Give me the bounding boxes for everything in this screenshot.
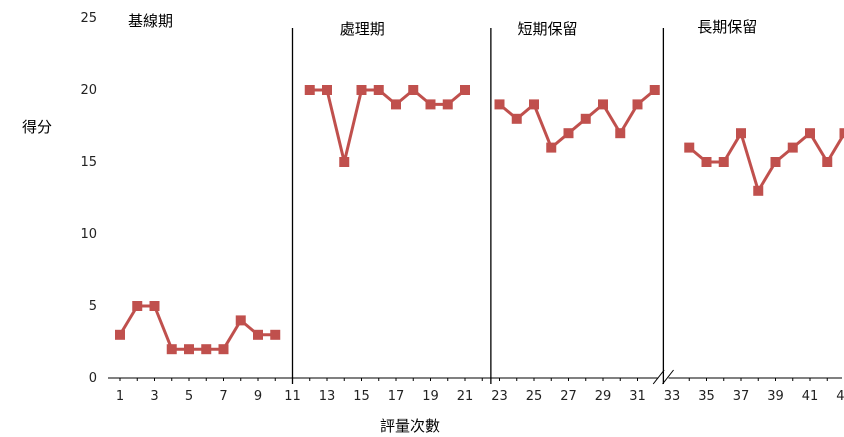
data-point (787, 142, 798, 153)
data-point (632, 99, 643, 110)
series-line (118, 304, 276, 351)
x-tick-label: 1 (116, 389, 124, 404)
data-point (218, 344, 229, 355)
y-tick-label: 5 (89, 299, 97, 314)
data-point (736, 128, 746, 139)
y-tick-label: 0 (89, 371, 97, 386)
data-point (511, 113, 522, 124)
x-tick-label: 29 (595, 389, 612, 404)
x-tick-label: 35 (698, 389, 715, 404)
x-axis-title: 評量次數 (380, 417, 440, 435)
series-line (498, 88, 656, 150)
x-tick-label: 39 (767, 389, 784, 404)
phase-label: 基線期 (128, 12, 173, 30)
data-point (270, 329, 281, 340)
data-point (166, 344, 177, 355)
data-point (442, 99, 453, 110)
y-axis-title: 得分 (22, 118, 52, 136)
data-point (684, 142, 695, 153)
series-lines (118, 88, 844, 351)
data-point (546, 142, 557, 153)
phase-label: 長期保留 (697, 18, 757, 36)
x-tick-label: 33 (664, 389, 681, 404)
data-point (235, 315, 246, 326)
data-point (701, 157, 712, 167)
data-point (149, 301, 160, 311)
x-tick-label: 5 (185, 389, 193, 404)
x-tick-label: 3 (150, 389, 158, 404)
x-axis (108, 369, 842, 385)
data-point (649, 85, 660, 95)
data-point (184, 344, 194, 355)
data-point (718, 157, 729, 167)
data-point (770, 157, 781, 167)
x-tick-label: 43 (836, 389, 844, 404)
x-tick-label: 37 (733, 389, 750, 404)
data-point (322, 85, 332, 95)
data-point (373, 85, 384, 95)
data-point (839, 128, 844, 139)
data-point (425, 99, 436, 110)
data-point (805, 128, 815, 139)
axis-break-mark (662, 369, 674, 385)
series-line (309, 88, 466, 164)
x-tick-label: 23 (491, 389, 508, 404)
data-point (460, 85, 470, 95)
data-point (201, 344, 212, 355)
x-tick-label: 15 (353, 389, 370, 404)
data-point (339, 157, 350, 167)
x-tick-label: 25 (526, 389, 543, 404)
phase-label: 短期保留 (518, 20, 578, 38)
x-tick-label: 11 (284, 389, 301, 404)
y-tick-label: 10 (80, 227, 97, 242)
x-tick-label: 9 (254, 389, 262, 404)
data-point (253, 329, 263, 340)
x-tick-label: 21 (457, 389, 474, 404)
x-tick-label: 7 (219, 389, 227, 404)
x-tick-label: 13 (319, 389, 336, 404)
data-point (408, 85, 419, 95)
data-point (580, 113, 591, 124)
y-tick-label: 15 (80, 155, 97, 170)
y-tick-labels: 0 5 10 15 20 25 (80, 11, 97, 386)
x-tick-label: 17 (388, 389, 405, 404)
phase-label: 處理期 (340, 20, 385, 38)
axis-break-mark (652, 369, 665, 385)
phase-dividers (291, 28, 665, 384)
phase-labels: 基線期 處理期 短期保留 長期保留 (128, 12, 757, 38)
series-markers (115, 85, 844, 355)
data-point (753, 185, 764, 196)
x-tick-labels: 135791113151719212325272931333537394143 (116, 389, 844, 404)
data-point (115, 329, 125, 340)
data-point (529, 99, 539, 110)
data-point (563, 128, 574, 139)
x-tick-label: 27 (560, 389, 577, 404)
data-point (304, 85, 315, 95)
data-point (494, 99, 505, 110)
data-point (822, 157, 833, 167)
data-point (615, 128, 626, 139)
data-point (132, 301, 143, 311)
x-tick-label: 19 (422, 389, 439, 404)
y-tick-label: 20 (80, 83, 97, 98)
x-tick-label: 41 (802, 389, 819, 404)
y-tick-label: 25 (80, 11, 97, 26)
data-point (356, 85, 367, 95)
series-line (688, 131, 844, 193)
data-point (391, 99, 401, 110)
x-tick-label: 31 (629, 389, 646, 404)
data-point (598, 99, 608, 110)
